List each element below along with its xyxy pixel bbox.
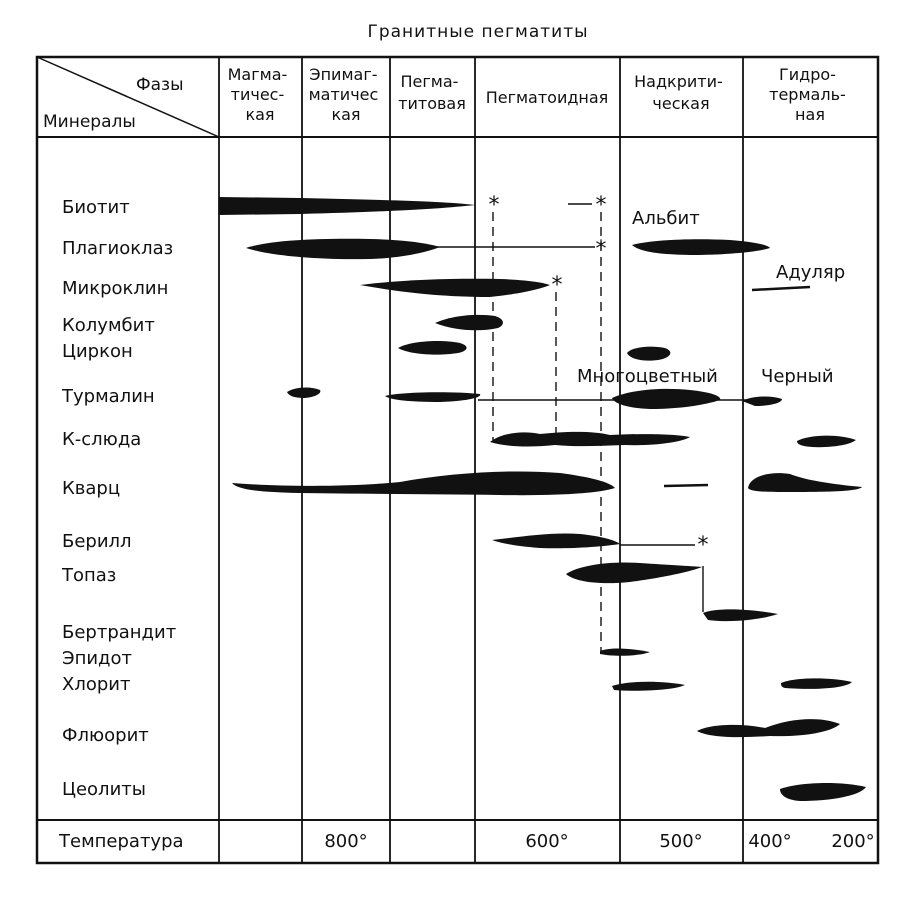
mineral-label: Берилл (62, 531, 132, 552)
grid-lines (35, 55, 880, 865)
outer-frame (35, 55, 880, 865)
range-blob (246, 238, 440, 260)
mineral-label: Плагиоклаз (62, 238, 173, 259)
temperature-value: 400° (748, 831, 791, 852)
temperature-label: Температура (58, 831, 184, 852)
asterisk-marker: * (552, 273, 563, 298)
temperature-value: 500° (659, 831, 702, 852)
phase-hydrothermal: Гидро- термаль- ная (769, 65, 851, 124)
asterisk-marker: * (489, 193, 500, 218)
range-blob (780, 783, 866, 801)
range-blob (600, 648, 650, 656)
mineral-label: Микроклин (62, 278, 168, 299)
range-blob (697, 719, 840, 738)
adularia-line (751, 285, 811, 292)
temperature-value: 200° (831, 831, 874, 852)
mineral-range-blobs (219, 197, 866, 801)
corner-phases-label: Фазы (136, 75, 184, 95)
corner-minerals-label: Минералы (43, 112, 136, 132)
phase-pegmatite: Пегма- титовая (398, 72, 466, 113)
annotation-albite: Альбит (632, 208, 700, 229)
mineral-label: Турмалин (61, 386, 155, 407)
range-blob (219, 197, 475, 215)
range-blob (748, 473, 862, 492)
range-blob (797, 435, 856, 448)
asterisk-marker: * (698, 533, 709, 558)
range-blob (492, 533, 620, 549)
mineral-labels: Биотит Плагиоклаз Микроклин Колумбит Цир… (61, 197, 176, 800)
range-blob (632, 239, 770, 255)
range-blob (398, 340, 467, 355)
mineral-label: Топаз (61, 565, 116, 586)
connector-lines (436, 203, 811, 652)
phase-supercritical: Надкрити- ческая (634, 72, 728, 113)
mineral-label: Колумбит (62, 315, 155, 336)
mineral-label: Цеолиты (62, 779, 146, 800)
asterisk-markers: * * * * * (489, 193, 709, 558)
asterisk-marker: * (596, 237, 607, 262)
range-blob (703, 609, 778, 622)
annotation-multicolored: Многоцветный (577, 366, 718, 387)
range-blob (627, 346, 671, 361)
range-blob (742, 396, 782, 406)
range-blob (360, 278, 550, 297)
mineral-label: К-слюда (62, 429, 141, 450)
range-blob (385, 392, 481, 402)
phase-epimagmatic: Эпимаг- матичес кая (309, 65, 384, 124)
quartz-late-line (663, 483, 709, 488)
phase-pegmatoid: Пегматоидная (486, 88, 609, 107)
range-blob (781, 678, 852, 689)
phase-magmatic: Магма- тичес- кая (228, 65, 293, 124)
range-blob (566, 562, 702, 584)
asterisk-marker: * (596, 193, 607, 218)
temperature-value: 800° (324, 831, 367, 852)
annotation-black: Черный (761, 366, 834, 387)
phase-headers: Магма- тичес- кая Эпимаг- матичес кая Пе… (228, 65, 851, 124)
mineral-label: Эпидот (62, 648, 132, 669)
mineral-label: Флюорит (62, 725, 149, 746)
range-blob (232, 471, 615, 496)
mineral-label: Циркон (62, 341, 133, 362)
mineral-label: Биотит (62, 197, 130, 218)
range-blob (612, 388, 721, 409)
mineral-label: Кварц (62, 478, 120, 499)
annotation-adularia: Адуляр (776, 262, 845, 283)
temperature-value: 600° (525, 831, 568, 852)
range-blob (490, 431, 690, 447)
range-blob (435, 314, 503, 331)
corner-diagonal (36, 56, 220, 138)
mineral-label: Хлорит (62, 674, 130, 695)
range-blob (287, 387, 321, 398)
range-blob (612, 681, 685, 691)
diagram-title: Гранитные пегматиты (367, 22, 588, 42)
mineral-label: Бертрандит (62, 622, 176, 643)
